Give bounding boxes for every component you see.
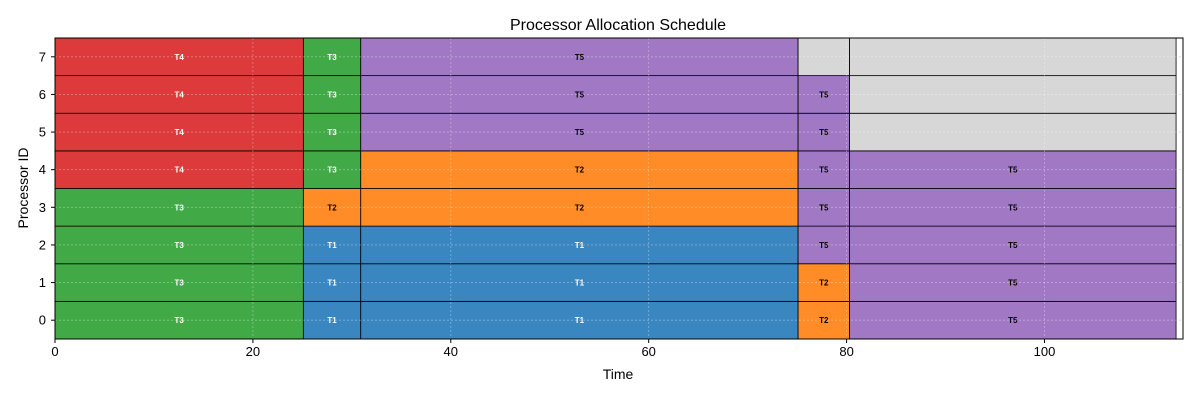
bar-segment-t5: [849, 150, 1177, 189]
bar-segment-label: T3: [175, 241, 185, 250]
bar-segment-t3: [302, 112, 362, 152]
bar-segment-label: T5: [819, 203, 829, 212]
bars-layer: T3 T1 T1 T2 T5 T3 T1 T1 T2 T5 T3 T1 T1 T5 T5 T3 T2 T2 T5 T5…: [54, 37, 1177, 340]
y-tick-label: 7: [39, 49, 46, 64]
bar-segment-t2: [797, 263, 850, 302]
bar-segment-t5: [849, 225, 1177, 265]
bar-segment-label: T3: [327, 166, 337, 175]
y-tick-label: 4: [39, 162, 46, 177]
y-axis-label: Processor ID: [15, 148, 31, 229]
chart-title: Processor Allocation Schedule: [510, 17, 726, 34]
y-tick-label: 2: [39, 237, 46, 252]
bar-segment-t5: [797, 75, 850, 114]
bar-segment-label: T3: [327, 90, 337, 99]
x-tick-label: 20: [246, 344, 260, 359]
bar-segment-label: T4: [175, 166, 185, 175]
bar-segment-t1: [360, 225, 799, 265]
bar-segment-t1: [360, 263, 799, 302]
bar-segment-t5: [797, 150, 850, 189]
bar-segment-t5: [849, 300, 1177, 340]
bar-segment-label: T1: [327, 241, 337, 250]
bar-segment-label: T2: [819, 316, 829, 325]
overlay-grid-layer: [54, 38, 1183, 339]
bar-segment-idle: [797, 37, 850, 77]
y-tick-label: 0: [39, 313, 46, 328]
axes-layer: 0 20 40 60 80 100 0 1 2 3 4 5 6 7: [39, 49, 1056, 359]
bar-segment-label: T5: [1008, 241, 1018, 250]
bar-segment-t2: [302, 188, 362, 227]
x-tick-label: 80: [839, 344, 853, 359]
bar-segment-label: T1: [327, 279, 337, 288]
bar-segment-label: T5: [819, 166, 829, 175]
bar-segment-label: T5: [575, 53, 585, 62]
bar-segment-t5: [797, 188, 850, 227]
bar-segment-label: T2: [575, 203, 585, 212]
bar-segment-t1: [302, 225, 362, 265]
bar-segment-t5: [360, 112, 799, 152]
bar-segment-t5: [360, 37, 799, 77]
bar-segment-t5: [849, 188, 1177, 227]
bar-segment-idle: [849, 75, 1177, 114]
y-tick-label: 1: [39, 275, 46, 290]
bar-segment-t5: [849, 263, 1177, 302]
bar-segment-label: T5: [1008, 203, 1018, 212]
y-tick-label: 5: [39, 125, 46, 140]
bar-segment-t1: [360, 300, 799, 340]
bar-segment-t4: [54, 75, 304, 114]
bar-segment-label: T1: [575, 241, 585, 250]
bar-segment-label: T3: [175, 203, 185, 212]
bar-segment-label: T2: [327, 203, 337, 212]
bar-segment-t2: [360, 188, 799, 227]
bar-segment-label: T4: [175, 90, 185, 99]
bar-segment-label: T5: [819, 90, 829, 99]
bar-segment-label: T1: [575, 279, 585, 288]
bar-segment-t5: [797, 112, 850, 152]
y-tick-label: 3: [39, 200, 46, 215]
x-tick-label: 100: [1034, 344, 1056, 359]
bar-segment-t5: [360, 75, 799, 114]
bar-segment-label: T1: [327, 316, 337, 325]
x-tick-label: 60: [641, 344, 655, 359]
bar-segment-label: T5: [819, 241, 829, 250]
plot-frame: [54, 37, 1184, 340]
bar-segment-idle: [849, 37, 1177, 77]
bar-segment-t3: [54, 225, 304, 265]
bar-segment-label: T1: [575, 316, 585, 325]
bar-segment-label: T3: [175, 279, 185, 288]
bar-segment-label: T4: [175, 128, 185, 137]
bar-segment-label: T2: [819, 279, 829, 288]
bar-segment-label: T3: [327, 53, 337, 62]
bar-segment-t3: [302, 37, 362, 77]
bar-segment-label: T4: [175, 53, 185, 62]
bar-segment-label: T5: [1008, 279, 1018, 288]
bar-segment-label: T5: [575, 128, 585, 137]
y-tick-label: 6: [39, 87, 46, 102]
x-axis-label: Time: [603, 366, 634, 382]
bar-segment-idle: [849, 112, 1177, 152]
x-tick-label: 0: [51, 344, 58, 359]
bar-segment-t4: [54, 150, 304, 189]
bar-segment-t2: [360, 150, 799, 189]
bar-segment-label: T3: [175, 316, 185, 325]
bar-segment-label: T5: [1008, 166, 1018, 175]
bar-segment-label: T3: [327, 128, 337, 137]
x-tick-label: 40: [444, 344, 458, 359]
bar-segment-label: T5: [819, 128, 829, 137]
bar-segment-label: T2: [575, 166, 585, 175]
bar-segment-label: T5: [575, 90, 585, 99]
bar-segment-label: T5: [1008, 316, 1018, 325]
